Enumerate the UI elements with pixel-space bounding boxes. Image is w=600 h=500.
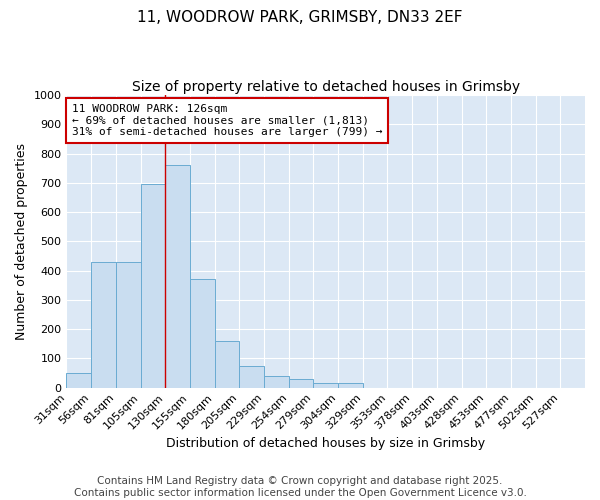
Text: 11, WOODROW PARK, GRIMSBY, DN33 2EF: 11, WOODROW PARK, GRIMSBY, DN33 2EF [137, 10, 463, 25]
Title: Size of property relative to detached houses in Grimsby: Size of property relative to detached ho… [131, 80, 520, 94]
X-axis label: Distribution of detached houses by size in Grimsby: Distribution of detached houses by size … [166, 437, 485, 450]
Bar [289, 379, 313, 388]
Bar [67, 373, 91, 388]
Bar [215, 341, 239, 388]
Bar [338, 383, 363, 388]
Bar [116, 262, 140, 388]
Bar [91, 262, 116, 388]
Text: Contains HM Land Registry data © Crown copyright and database right 2025.
Contai: Contains HM Land Registry data © Crown c… [74, 476, 526, 498]
Bar [239, 366, 264, 388]
Bar [140, 184, 165, 388]
Bar [264, 376, 289, 388]
Y-axis label: Number of detached properties: Number of detached properties [15, 143, 28, 340]
Bar [190, 280, 215, 388]
Text: 11 WOODROW PARK: 126sqm
← 69% of detached houses are smaller (1,813)
31% of semi: 11 WOODROW PARK: 126sqm ← 69% of detache… [71, 104, 382, 137]
Bar [165, 166, 190, 388]
Bar [313, 383, 338, 388]
